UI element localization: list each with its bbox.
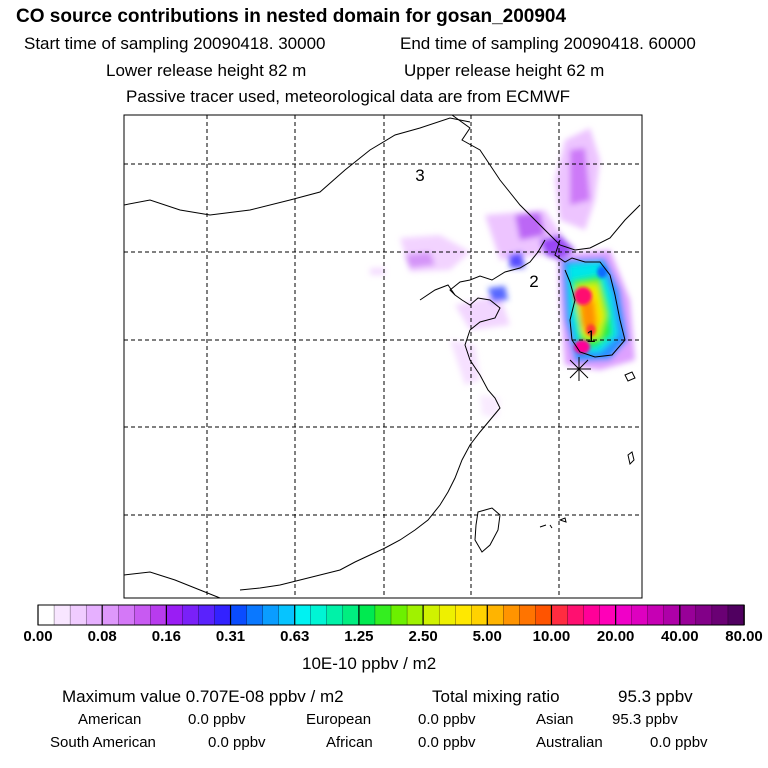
- region-value-south-american: 0.0 ppbv: [208, 734, 266, 751]
- colorbar-tick-label: 1.25: [344, 628, 374, 645]
- region-name-american: American: [78, 711, 142, 728]
- colorbar-segment: [695, 604, 713, 626]
- region-value-european: 0.0 ppbv: [418, 711, 476, 728]
- colorbar-segment: [69, 604, 87, 626]
- colorbar-segment: [551, 604, 569, 626]
- coastlines: [124, 115, 641, 598]
- colorbar-segment: [134, 604, 152, 626]
- colorbar-segment: [230, 604, 248, 626]
- max-value: Maximum value 0.707E-08 ppbv / m2: [62, 687, 344, 706]
- colorbar-segment: [374, 604, 392, 626]
- colorbar-segment: [358, 604, 376, 626]
- start-time-label: Start time of sampling 20090418. 30000: [24, 34, 326, 53]
- end-time-label: End time of sampling 20090418. 60000: [400, 34, 696, 53]
- colorbar-segment: [390, 604, 408, 626]
- region-name-asian: Asian: [536, 711, 574, 728]
- colorbar-segment: [342, 604, 360, 626]
- colorbar-tick-label: 5.00: [472, 628, 502, 645]
- lat-lon-grid: [124, 115, 642, 598]
- colorbar-segment: [567, 604, 585, 626]
- colorbar-major-ticks: [37, 605, 745, 625]
- colorbar-segment: [326, 604, 344, 626]
- colorbar-segment: [166, 604, 184, 626]
- colorbar-segment: [471, 604, 489, 626]
- upper-release-height: Upper release height 62 m: [404, 61, 605, 80]
- region-label-1: 1: [586, 327, 595, 346]
- colorbar-segment: [455, 604, 472, 626]
- colorbar-segment: [631, 604, 649, 626]
- colorbar-segment: [262, 604, 280, 626]
- colorbar-segment: [182, 604, 200, 626]
- colorbar-segment: [294, 604, 312, 626]
- colorbar-units: 10E-10 ppbv / m2: [302, 654, 437, 673]
- colorbar-segment: [422, 604, 440, 626]
- colorbar-segment: [583, 604, 601, 626]
- total-mixing-label: Total mixing ratio: [432, 687, 560, 706]
- region-value-american: 0.0 ppbv: [188, 711, 246, 728]
- colorbar-segment: [647, 604, 665, 626]
- map-frame: [123, 114, 643, 599]
- tracer-note: Passive tracer used, meteorological data…: [126, 87, 571, 106]
- colorbar-tick-label: 20.00: [596, 628, 635, 645]
- colorbar-segment: [535, 604, 553, 626]
- colorbar-segment: [599, 604, 617, 626]
- colorbar-segment: [310, 604, 328, 626]
- colorbar-segment: [150, 604, 168, 626]
- receptor-star-icon: [567, 357, 591, 381]
- colorbar-segment: [663, 604, 681, 626]
- region-name-australian: Australian: [536, 734, 603, 751]
- colorbar-tick-label: 80.00: [725, 628, 763, 645]
- colorbar-segment: [102, 604, 119, 626]
- colorbar-segment: [438, 604, 456, 626]
- colorbar-segment: [487, 604, 505, 626]
- colorbar-segment: [679, 604, 697, 626]
- region-name-south-american: South American: [50, 734, 156, 751]
- colorbar-segment: [503, 604, 521, 626]
- region-value-african: 0.0 ppbv: [418, 734, 476, 751]
- colorbar-segment: [711, 604, 729, 626]
- region-value-australian: 0.0 ppbv: [650, 734, 708, 751]
- lower-release-height: Lower release height 82 m: [106, 61, 307, 80]
- colorbar-segment: [519, 604, 537, 626]
- colorbar-tick-label: 2.50: [408, 628, 438, 645]
- total-mixing-value: 95.3 ppbv: [618, 687, 693, 706]
- region-value-asian: 95.3 ppbv: [612, 711, 678, 728]
- region-label-2: 2: [529, 272, 538, 291]
- colorbar-segment: [615, 604, 633, 626]
- colorbar-segment: [198, 604, 216, 626]
- region-name-european: European: [306, 711, 372, 728]
- region-label-3: 3: [415, 166, 424, 185]
- colorbar-tick-label: 0.16: [151, 628, 181, 645]
- colorbar-segment: [727, 604, 745, 626]
- region-name-african: African: [326, 734, 373, 751]
- colorbar-segment: [118, 604, 136, 626]
- colorbar-segment: [214, 604, 232, 626]
- colorbar-tick-label: 0.31: [215, 628, 246, 645]
- colorbar-segment: [278, 604, 296, 626]
- colorbar-segment: [246, 604, 264, 626]
- plot-title: CO source contributions in nested domain…: [16, 6, 567, 27]
- colorbar-segment: [37, 604, 55, 626]
- colorbar-tick-label: 0.00: [23, 628, 53, 645]
- colorbar-segment: [53, 604, 71, 626]
- colorbar-segment: [85, 604, 103, 626]
- colorbar-tick-label: 0.08: [87, 628, 117, 645]
- colorbar-segment: [406, 604, 424, 626]
- colorbar-tick-label: 40.00: [661, 628, 699, 645]
- colorbar-tick-label: 10.00: [532, 628, 571, 645]
- colorbar-tick-label: 0.63: [280, 628, 310, 645]
- colorbar: [37, 604, 745, 626]
